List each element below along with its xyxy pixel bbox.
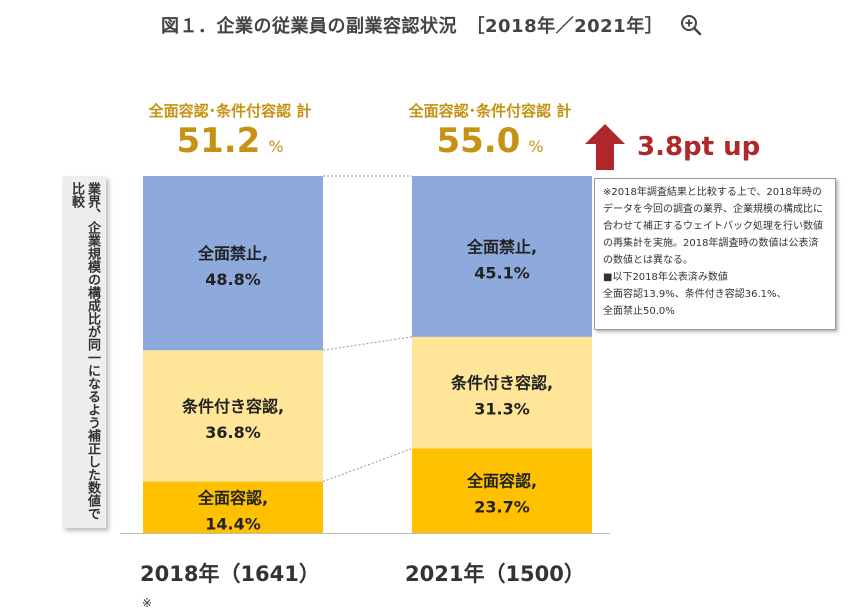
total-value-2018: 51.2 — [176, 121, 261, 161]
data-label-value: 45.1% — [474, 263, 530, 282]
x-label-2021: 2021年（1500） — [405, 558, 590, 588]
note-line: ※2018年調査結果と比較する上で、2018年時のデータを今回の調査の業界、企業… — [603, 187, 823, 266]
data-label-name: 条件付き容認, — [450, 374, 553, 393]
total-2018: 全面容認･条件付容認 計 51.2% — [140, 100, 320, 161]
data-label-name: 全面容認, — [466, 472, 537, 491]
note-box: ※2018年調査結果と比較する上で、2018年時のデータを今回の調査の業界、企業… — [594, 178, 836, 330]
note-line: ■以下2018年公表済み数値 — [603, 272, 728, 283]
chart-title: 図１．企業の従業員の副業容認状況 ［2018年／2021年］ — [0, 12, 863, 41]
data-label-value: 48.8% — [205, 270, 261, 289]
total-unit-2021: % — [528, 137, 544, 156]
side-note: 業界、企業規模の構成比が同一になるよう補正した数値で比較 — [62, 176, 106, 528]
bar-segment — [143, 350, 323, 482]
change-text: 3.8pt up — [637, 132, 761, 162]
connector-line — [322, 448, 413, 483]
x-label-text: 2021年（1500） — [405, 562, 585, 586]
chart-title-text: 図１．企業の従業員の副業容認状況 ［2018年／2021年］ — [161, 16, 664, 37]
bar-segment — [412, 448, 592, 533]
total-unit-2018: % — [268, 137, 284, 156]
zoom-icon[interactable] — [680, 14, 702, 41]
side-note-text: 業界、企業規模の構成比が同一になるよう補正した数値で比較 — [69, 182, 100, 520]
stacked-bar-chart: 全面容認, 14.4% 条件付き容認, 36.8% 全面禁止, 48.8% 全面容認, 23.… — [120, 175, 610, 534]
change-indicator: 3.8pt up — [585, 124, 760, 170]
data-label-name: 条件付き容認, — [181, 397, 284, 416]
total-value-2021: 55.0 — [436, 121, 521, 161]
data-label-value: 36.8% — [205, 423, 261, 442]
data-label-value: 31.3% — [474, 400, 530, 419]
total-2021: 全面容認･条件付容認 計 55.0% — [400, 100, 580, 161]
x-label-2018: 2018年（1641） ※ — [140, 558, 325, 612]
connector-line — [322, 336, 413, 351]
bar-segment — [143, 481, 323, 533]
bar-segment — [143, 176, 323, 351]
data-label-name: 全面禁止, — [466, 237, 537, 256]
up-arrow-icon — [585, 124, 625, 170]
data-label-value: 14.4% — [205, 514, 261, 533]
x-label-text: 2018年（1641） — [140, 562, 320, 586]
data-label-name: 全面禁止, — [197, 244, 268, 263]
total-label-2018: 全面容認･条件付容認 計 — [148, 102, 312, 120]
data-label-name: 全面容認, — [197, 488, 268, 507]
note-line: 全面禁止50.0% — [603, 306, 675, 317]
data-label-value: 23.7% — [474, 498, 530, 517]
note-line: 全面容認13.9%、条件付き容認36.1%、 — [603, 289, 787, 300]
x-label-mark: ※ — [142, 596, 153, 610]
bar-segment — [412, 336, 592, 449]
total-label-2021: 全面容認･条件付容認 計 — [408, 102, 572, 120]
bar-segment — [412, 176, 592, 337]
